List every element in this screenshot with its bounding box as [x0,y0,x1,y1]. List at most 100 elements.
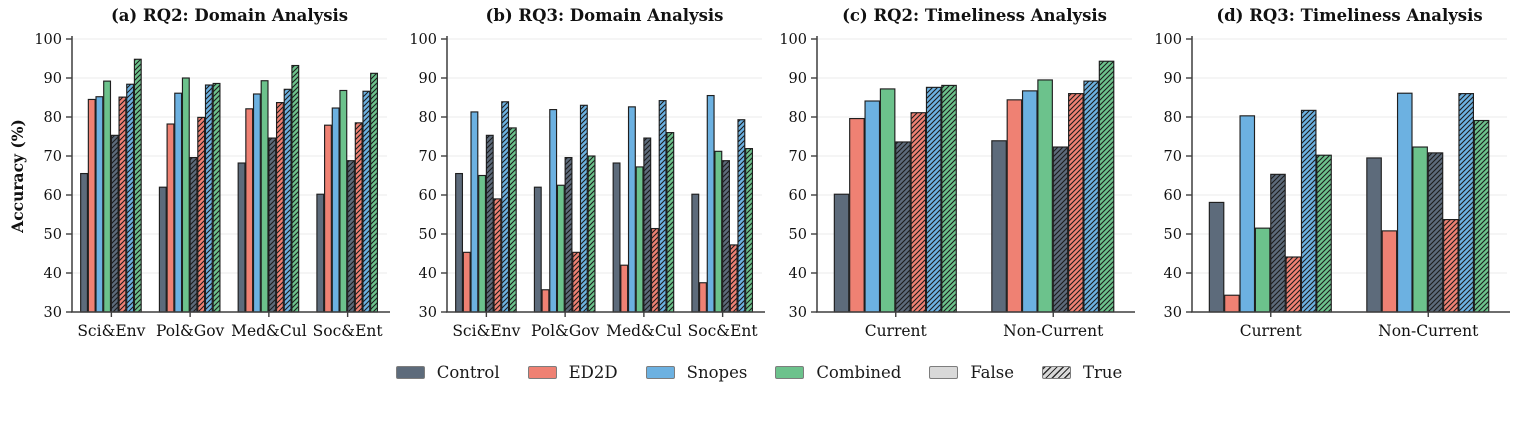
bar-ed2d-true [197,116,206,313]
x-tick-label: Non-Current [1003,322,1104,340]
bar-snopes-false [470,111,479,313]
x-tick-label: Med&Cul [606,322,682,340]
bar-ed2d-true [354,122,363,313]
bar-control-true [895,141,911,313]
bar-control-false [691,193,700,313]
bar-combined-true [133,58,142,313]
bar-ed2d-false [699,282,707,313]
bar-control-false [1366,157,1382,313]
bar-combined-true [291,64,300,313]
panel-d: 30 40 50 60 70 80 90 100 Current Non-Current [1154,32,1510,340]
y-tick-label: 60 [1164,188,1182,204]
legend-swatch-combined [775,366,805,379]
panel-c-title: (c) RQ2: Timeliness Analysis [842,6,1107,25]
bar-combined-true [941,84,957,313]
bar-snopes-false [1239,115,1256,313]
legend-label-ed2d: ED2D [568,363,618,382]
bar-snopes-false [549,109,558,313]
x-tick-label: Sci&Env [452,322,520,340]
bar-control-true [268,137,277,313]
legend-label-snopes: Snopes [686,363,748,382]
bar-snopes-false [95,96,104,313]
bar-combined-true [1098,60,1115,313]
y-tick-label: 100 [779,32,807,48]
bar-ed2d-true [493,198,502,313]
panel-d-title: (d) RQ3: Timeliness Analysis [1216,6,1483,25]
bar-combined-true [666,132,675,313]
bar-snopes-false [174,92,183,313]
bar-ed2d-false [620,264,629,313]
legend-item-ed2d: ED2D [527,363,618,382]
x-tick-label: Med&Cul [231,322,307,340]
y-tick-label: 70 [419,149,437,165]
legend: Control ED2D Snopes Combined False True [0,363,1518,382]
y-tick-label: 30 [419,305,437,321]
legend-swatch-control [395,366,425,379]
x-tick-label: Current [865,322,928,340]
legend-label-true: True [1083,363,1123,382]
bar-snopes-true [737,119,746,313]
panel-a: 30 40 50 60 70 80 90 100 Sci&Env Pol&Gov Med&Cul So… [34,32,390,340]
y-tick-label: 70 [1164,149,1182,165]
panel-c: 30 40 50 60 70 80 90 100 Current Non-Current [779,32,1135,340]
bar-control-true [347,160,355,313]
y-tick-label: 70 [789,149,807,165]
y-tick-label: 90 [789,71,807,87]
bar-snopes-true [204,84,213,313]
bar-combined-false [635,166,644,313]
bar-snopes-false [1021,90,1038,313]
bar-combined-false [103,80,112,313]
bar-control-true [110,134,119,313]
x-tick-label: Soc&Ent [688,322,759,340]
y-tick-label: 80 [789,110,807,126]
legend-label-combined: Combined [816,363,902,382]
bar-control-true [643,137,652,313]
bar-combined-false [339,89,348,313]
y-axis-label: Accuracy (%) [8,119,27,233]
bar-ed2d-true [1285,256,1302,313]
bar-ed2d-false [87,98,96,313]
legend-label-control: Control [436,363,500,382]
y-tick-label: 30 [44,305,62,321]
bar-ed2d-false [324,124,332,313]
legend-swatch-snopes [645,366,675,379]
bar-control-true [1052,146,1069,313]
y-tick-label: 50 [789,227,807,243]
bar-snopes-true [1458,93,1474,313]
bar-combined-false [478,174,487,313]
bar-control-true [1427,152,1444,313]
bar-ed2d-false [245,108,254,313]
bar-snopes-false [706,94,715,313]
bar-combined-false [879,88,896,313]
bar-combined-true [370,72,379,313]
bar-ed2d-true [650,227,659,313]
bar-control-false [833,193,850,313]
x-tick-label: Non-Current [1378,322,1479,340]
bar-ed2d-true [275,101,284,313]
y-tick-label: 60 [419,188,437,204]
bar-ed2d-true [572,251,581,313]
bar-ed2d-true [1443,218,1459,313]
bar-ed2d-false [462,251,471,313]
bar-chart-canvas: 30 40 50 60 70 80 90 100 Sci&Env Pol&Gov Med&Cul So… [34,32,1510,340]
bar-ed2d-true [1068,93,1084,313]
bar-ed2d-false [1224,294,1240,313]
y-tick-label: 100 [34,32,62,48]
bar-ed2d-false [1006,99,1023,313]
y-tick-label: 90 [419,71,437,87]
y-tick-label: 90 [1164,71,1182,87]
bar-control-false [612,162,621,313]
bar-snopes-true [1083,80,1099,313]
panel-b: 30 40 50 60 70 80 90 100 Sci&Env Pol&Gov Med&Cul So… [409,32,765,340]
y-tick-label: 80 [419,110,437,126]
y-tick-label: 30 [1164,305,1182,321]
bar-combined-false [260,80,269,313]
x-tick-label: Soc&Ent [313,322,384,340]
bar-control-false [316,193,325,313]
y-tick-label: 30 [789,305,807,321]
bar-ed2d-false [166,123,175,313]
bar-snopes-false [1396,92,1413,313]
bar-combined-true [1316,154,1332,313]
bar-control-true [189,156,198,313]
bar-ed2d-false [849,117,865,313]
